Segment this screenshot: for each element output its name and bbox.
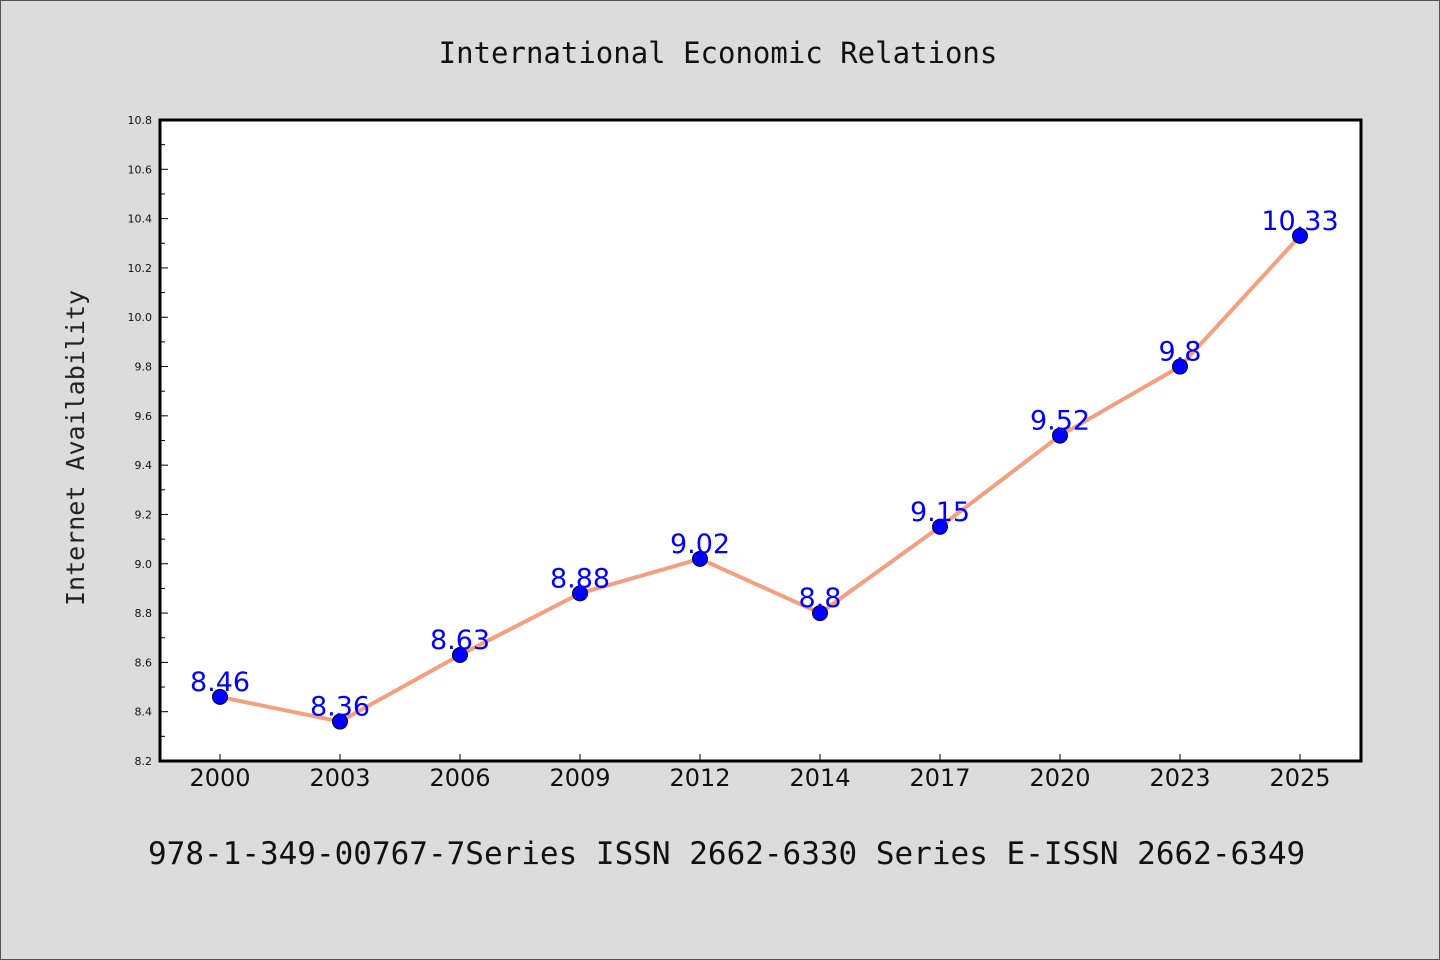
data-point-marker [932, 518, 948, 535]
data-label-group: 8.46 8.36 8.63 8.88 9.02 8.8 9.15 9.52 9.8 10.33 [190, 206, 1339, 723]
chart-title: International Economic Relations [439, 36, 998, 70]
data-point-marker [1172, 358, 1188, 375]
x-tick-label: 2017 [909, 764, 970, 792]
data-point-marker [692, 550, 708, 567]
y-axis-label: Internet Availability [61, 290, 90, 606]
data-label: 8.36 [310, 692, 370, 723]
data-label: 9.52 [1030, 406, 1090, 437]
data-label: 8.88 [550, 563, 610, 594]
x-tick-label: 2000 [189, 764, 250, 792]
data-label: 8.63 [430, 625, 490, 656]
data-label: 8.46 [190, 667, 250, 698]
data-point-marker [1292, 227, 1308, 244]
data-point-marker [332, 713, 348, 730]
y-tick-label: 9.6 [135, 410, 153, 423]
y-tick-label: 9.4 [135, 459, 153, 472]
plot-area [158, 118, 1363, 763]
data-label: 9.8 [1159, 337, 1202, 368]
y-tick-label: 10.0 [128, 311, 153, 324]
y-tick-label: 8.4 [135, 706, 153, 719]
series-line [219, 234, 1302, 724]
y-tick-label: 10.2 [128, 262, 153, 275]
data-point-marker [812, 605, 828, 622]
y-tick-label: 10.8 [128, 114, 153, 127]
x-tick-label: 2012 [669, 764, 730, 792]
x-tick-label: 2003 [309, 764, 370, 792]
data-point-marker [452, 646, 468, 663]
y-tick-label: 9.0 [135, 558, 153, 571]
footer-isbn-text: 978-1-349-00767-7Series ISSN 2662-6330 S… [148, 836, 1305, 872]
y-axis: 8.2 8.4 8.6 8.8 9.0 9.2 9.4 9.6 9.8 10.0 10.2 10.4 1… [128, 114, 168, 768]
series-line-group [212, 227, 1308, 730]
x-tick-label: 2020 [1029, 764, 1090, 792]
data-point-marker [572, 585, 588, 602]
y-tick-label: 9.2 [135, 508, 153, 521]
data-point-marker [1052, 427, 1068, 444]
data-label: 8.8 [799, 583, 842, 614]
x-tick-label: 2014 [789, 764, 850, 792]
data-point-marker [212, 688, 228, 705]
y-tick-label: 8.6 [135, 656, 153, 669]
y-tick-label: 10.6 [128, 163, 153, 176]
x-axis: 2000 2003 2006 2009 2012 2014 2017 2020 2023 2025 [189, 754, 1331, 792]
x-tick-label: 2023 [1149, 764, 1210, 792]
x-tick-label: 2025 [1269, 764, 1330, 792]
y-tick-label: 10.4 [128, 213, 153, 226]
data-label: 9.15 [910, 497, 970, 528]
data-label: 10.33 [1261, 206, 1338, 237]
data-label: 9.02 [670, 529, 730, 560]
y-tick-label: 8.8 [135, 607, 153, 620]
x-tick-label: 2006 [429, 764, 490, 792]
y-tick-label: 9.8 [135, 361, 153, 374]
y-tick-label: 8.2 [135, 755, 153, 768]
x-tick-label: 2009 [549, 764, 610, 792]
